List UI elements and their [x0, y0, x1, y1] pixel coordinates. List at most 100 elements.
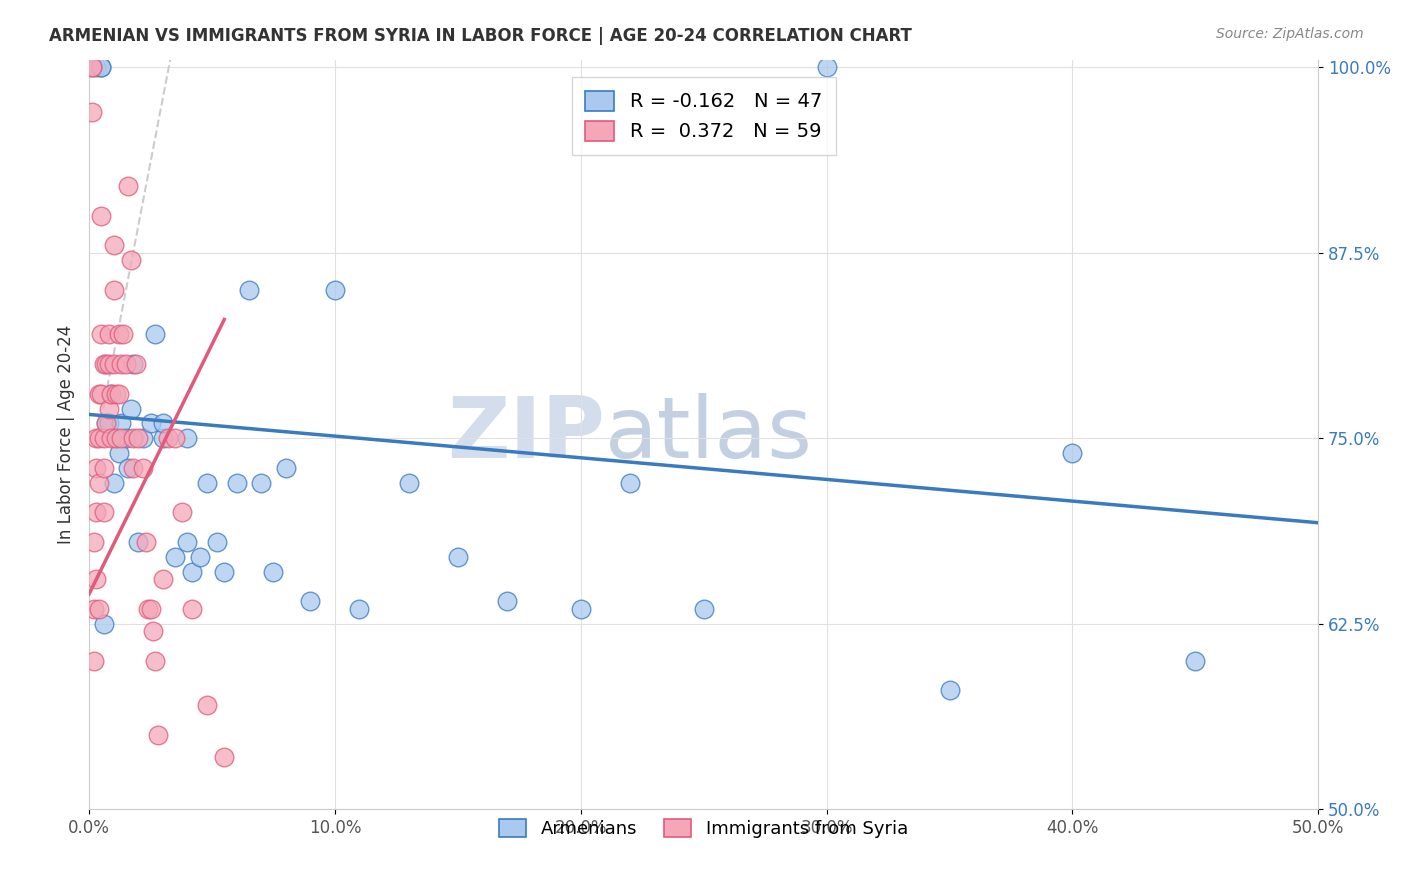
Point: [250, 475, 273, 490]
Point: [132, 431, 155, 445]
Point: [103, 357, 125, 371]
Point: [145, 654, 167, 668]
Point: [132, 461, 155, 475]
Point: [105, 431, 128, 445]
Point: [122, 461, 145, 475]
Point: [112, 327, 135, 342]
Point: [100, 386, 122, 401]
Point: [105, 431, 128, 445]
Point: [80, 60, 103, 74]
Point: [107, 327, 129, 342]
Point: [93, 505, 115, 519]
Point: [110, 417, 132, 431]
Point: [195, 698, 218, 713]
Point: [97, 357, 120, 371]
Point: [115, 431, 138, 445]
Point: [93, 461, 115, 475]
Point: [127, 431, 149, 445]
Text: ZIP: ZIP: [447, 393, 606, 476]
Point: [87, 475, 110, 490]
Point: [120, 401, 142, 416]
Point: [569, 602, 592, 616]
Point: [120, 253, 142, 268]
Point: [398, 475, 420, 490]
Point: [152, 431, 174, 445]
Point: [117, 178, 139, 193]
Point: [87, 602, 110, 616]
Point: [97, 417, 120, 431]
Point: [90, 209, 112, 223]
Point: [692, 602, 714, 616]
Point: [96, 357, 118, 371]
Point: [619, 475, 641, 490]
Point: [262, 565, 284, 579]
Point: [86, 461, 108, 475]
Point: [152, 572, 174, 586]
Point: [97, 327, 120, 342]
Point: [93, 357, 115, 371]
Point: [214, 565, 236, 579]
Point: [214, 750, 236, 764]
Point: [83, 602, 105, 616]
Point: [110, 357, 132, 371]
Point: [107, 386, 129, 401]
Point: [86, 431, 108, 445]
Point: [496, 594, 519, 608]
Point: [96, 417, 118, 431]
Point: [107, 446, 129, 460]
Point: [1062, 446, 1084, 460]
Point: [93, 616, 115, 631]
Point: [86, 572, 108, 586]
Point: [100, 386, 122, 401]
Point: [83, 654, 105, 668]
Point: [323, 283, 346, 297]
Y-axis label: In Labor Force | Age 20-24: In Labor Force | Age 20-24: [58, 325, 75, 544]
Point: [205, 535, 228, 549]
Point: [145, 327, 167, 342]
Point: [815, 60, 838, 74]
Point: [181, 602, 204, 616]
Point: [195, 475, 218, 490]
Point: [103, 283, 125, 297]
Point: [135, 535, 157, 549]
Legend: Armenians, Immigrants from Syria: Armenians, Immigrants from Syria: [492, 812, 915, 845]
Point: [97, 401, 120, 416]
Point: [127, 535, 149, 549]
Point: [139, 417, 162, 431]
Point: [90, 327, 112, 342]
Point: [117, 461, 139, 475]
Point: [188, 549, 211, 564]
Point: [225, 475, 247, 490]
Point: [86, 505, 108, 519]
Point: [93, 431, 115, 445]
Point: [87, 386, 110, 401]
Point: [87, 431, 110, 445]
Point: [176, 535, 198, 549]
Point: [83, 535, 105, 549]
Point: [105, 386, 128, 401]
Point: [110, 431, 132, 445]
Text: Source: ZipAtlas.com: Source: ZipAtlas.com: [1216, 27, 1364, 41]
Point: [938, 683, 960, 698]
Point: [136, 602, 159, 616]
Point: [238, 283, 260, 297]
Point: [156, 431, 179, 445]
Point: [96, 417, 118, 431]
Point: [165, 549, 187, 564]
Point: [122, 357, 145, 371]
Point: [122, 431, 145, 445]
Point: [86, 60, 108, 74]
Point: [125, 357, 148, 371]
Point: [80, 104, 103, 119]
Point: [152, 417, 174, 431]
Point: [274, 461, 297, 475]
Point: [139, 602, 162, 616]
Point: [447, 549, 470, 564]
Point: [103, 475, 125, 490]
Point: [115, 357, 138, 371]
Point: [172, 505, 194, 519]
Point: [103, 238, 125, 252]
Point: [90, 60, 112, 74]
Point: [146, 728, 169, 742]
Point: [181, 565, 204, 579]
